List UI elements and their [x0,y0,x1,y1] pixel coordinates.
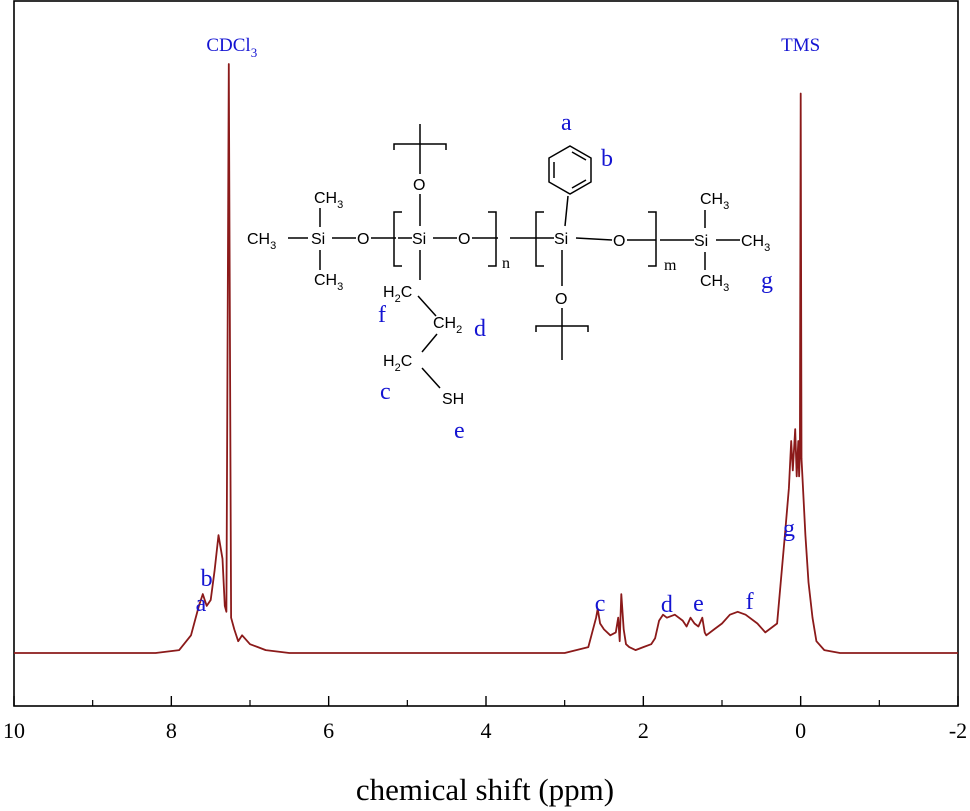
bond [575,237,613,241]
subscript-n: n [502,255,510,272]
x-axis-ticks: 10 8 6 4 2 0 -2 [3,696,967,743]
structure-label-c: c [380,379,391,405]
solvent-label-tms: TMS [781,35,820,56]
bracket-n-left [393,211,402,267]
peak-label-e: e [693,591,704,617]
x-tick-label: 2 [638,718,649,743]
atom-ch3-right: CH3 [741,233,770,254]
x-tick-label: 0 [795,718,806,743]
atom-ch3-bottom-left: CH3 [314,272,343,293]
bond [417,295,437,317]
atom-o-3: O [613,233,625,250]
atom-o-2: O [458,231,470,248]
atom-o-bottom: O [555,291,567,308]
atom-h2c-c: H2C [383,353,412,374]
bond [421,333,438,353]
x-tick-label: 6 [323,718,334,743]
atom-o-top: O [413,177,425,194]
atom-ch3-left: CH3 [247,231,276,252]
structure-label-g: g [761,268,773,294]
bracket-m-right [648,211,657,267]
structure-label-e: e [454,418,465,444]
peak-label-a: a [196,591,207,617]
x-tick-label: 10 [3,718,25,743]
atom-ch3-top-left: CH3 [314,190,343,211]
peak-label-c: c [595,591,606,617]
x-tick-label: -2 [949,718,967,743]
structure-label-a: a [561,110,572,136]
atom-h2c-f: H2C [383,284,412,305]
phenyl-double-bond [571,179,587,189]
structure-label-d: d [474,316,486,342]
subscript-m: m [664,257,677,274]
solvent-label-cdcl: CDCl3 [206,35,257,60]
crosslink-bottom [535,325,589,332]
atom-ch2-d: CH2 [433,315,462,336]
peak-label-b: b [201,566,213,592]
bracket-m-left [535,211,544,267]
x-axis-title: chemical shift (ppm) [356,772,614,807]
atom-ch3-bottom-right: CH3 [700,273,729,294]
peak-label-g: g [783,516,795,542]
bond [421,367,441,389]
phenyl-double-bond [571,151,587,161]
atom-si-n: Si [412,231,426,248]
chemical-structure: CH3 CH3 CH3 Si O Si O n O H2C CH2 H2C SH [247,110,773,444]
x-tick-label: 4 [481,718,492,743]
spectrum-line [14,63,958,654]
atom-sh: SH [442,391,464,408]
atom-si-left: Si [311,231,325,248]
atom-ch3-top-right: CH3 [700,191,729,212]
crosslink-top [393,143,447,150]
x-tick-label: 8 [166,718,177,743]
atom-si-m: Si [554,231,568,248]
phenyl-ring [548,145,592,195]
bond [564,195,569,227]
atom-si-right: Si [694,233,708,250]
bracket-n-right [488,211,497,267]
plot-frame [13,0,959,707]
structure-label-b: b [601,146,613,172]
peak-label-d: d [661,592,673,618]
atom-o-1: O [357,231,369,248]
structure-label-f: f [378,302,386,328]
peak-label-f: f [746,589,754,615]
